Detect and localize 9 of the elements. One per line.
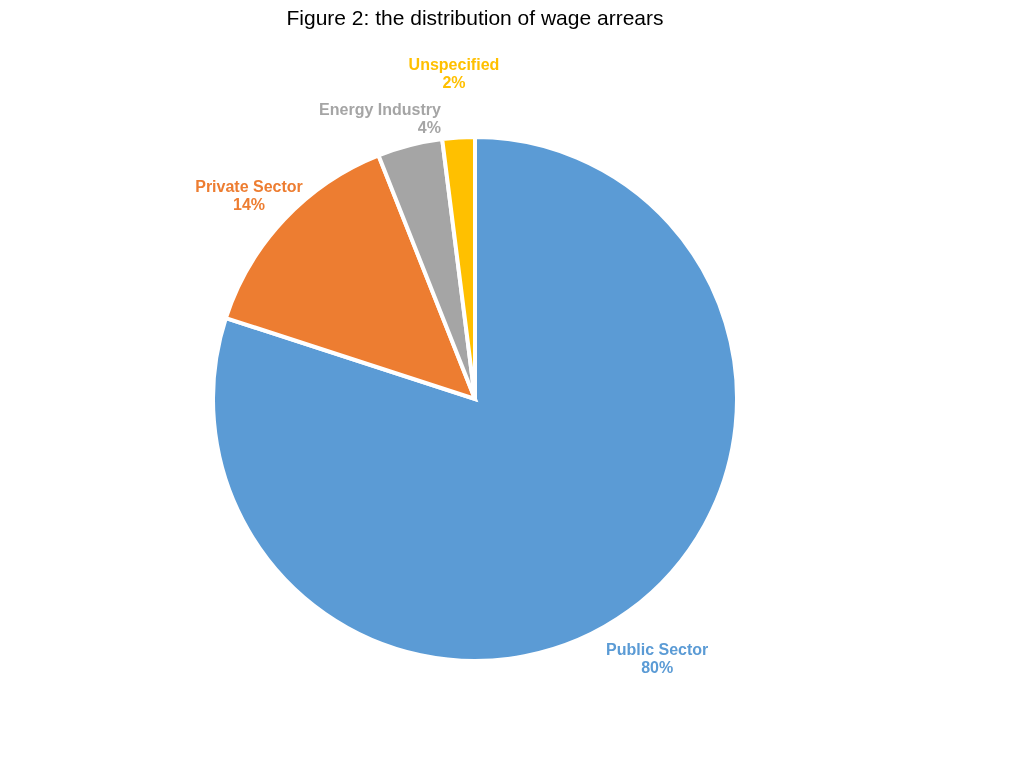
data-label: 2% (442, 73, 466, 91)
slice-label: Unspecified (408, 55, 500, 73)
chart-title: Figure 2: the distribution of wage arrears (286, 6, 664, 29)
data-label: 80% (641, 658, 674, 676)
slice-label: Private Sector (195, 177, 303, 195)
data-label: 14% (233, 195, 266, 213)
slice-label: Public Sector (606, 640, 709, 658)
data-label: 4% (417, 119, 441, 137)
slice-label: Energy Industry (319, 101, 441, 119)
